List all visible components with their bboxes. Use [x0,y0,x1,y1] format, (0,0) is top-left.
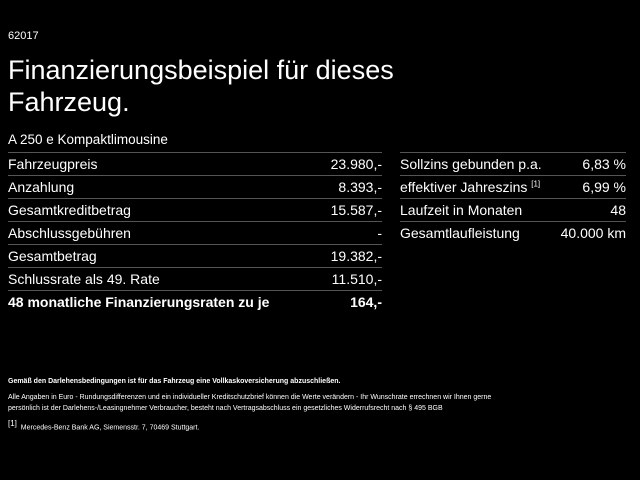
row: 48 monatliche Finanzierungsraten zu je 16… [8,291,382,314]
label: Gesamtbetrag [8,244,321,268]
label-cell: Gesamtlaufleistung [400,222,555,245]
note-marker: [1] [531,179,541,189]
label-cell: Laufzeit in Monaten [400,198,555,222]
value: 8.393,- [320,175,382,199]
value: - [320,221,382,245]
label: Fahrzeugpreis [8,152,321,176]
title: Finanzierungsbeispiel für dieses Fahrzeu… [8,55,394,117]
label: Abschlussgebühren [8,221,321,245]
value: 11.510,- [320,267,382,291]
footnote: [1] Mercedes-Benz Bank AG, Siemensstr. 7… [8,419,199,431]
footnote-marker: [1] [8,419,17,428]
label: effektiver Jahreszins [400,179,528,195]
note-bold: Gemäß den Darlehensbedingungen ist für d… [8,378,341,385]
left-table: Fahrzeugpreis 23.980,- Anzahlung 8.393,- Ges… [8,152,382,313]
row: Fahrzeugpreis 23.980,- [8,152,382,176]
right-table: Sollzins gebunden p.a. 6,83 % effektiver J… [400,152,626,244]
subtitle: A 250 e Kompaktlimousine [8,132,168,147]
label: Laufzeit in Monaten [400,202,523,218]
row: Sollzins gebunden p.a. 6,83 % [400,152,626,176]
row: Schlussrate als 49. Rate 11.510,- [8,267,382,291]
code: 62017 [8,30,39,42]
row: Laufzeit in Monaten 48 [400,198,626,222]
label: 48 monatliche Finanzierungsraten zu je [8,294,270,310]
label-cell: effektiver Jahreszins [1] [400,175,555,199]
value: 48 [554,198,626,222]
label: Gesamtlaufleistung [400,225,520,241]
value: 23.980,- [320,152,382,176]
value: 6,99 % [554,175,626,199]
footnote-text: Mercedes-Benz Bank AG, Siemensstr. 7, 70… [20,424,200,432]
value: 40.000 km [560,225,626,241]
label: Anzahlung [8,175,321,199]
label-cell: Sollzins gebunden p.a. [400,152,555,176]
label: Schlussrate als 49. Rate [8,267,321,291]
value: 6,83 % [554,152,626,176]
value: 164,- [350,294,382,310]
row: effektiver Jahreszins [1] 6,99 % [400,175,626,199]
label: Gesamtkreditbetrag [8,198,321,222]
row: Gesamtlaufleistung 40.000 km [400,222,626,245]
note-text: Alle Angaben in Euro - Rundungsdifferenz… [8,394,492,412]
row: Gesamtbetrag 19.382,- [8,244,382,268]
row: Abschlussgebühren - [8,221,382,245]
value: 15.587,- [320,198,382,222]
label: Sollzins gebunden p.a. [400,156,542,172]
row: Gesamtkreditbetrag 15.587,- [8,198,382,222]
row: Anzahlung 8.393,- [8,175,382,199]
value: 19.382,- [320,244,382,268]
